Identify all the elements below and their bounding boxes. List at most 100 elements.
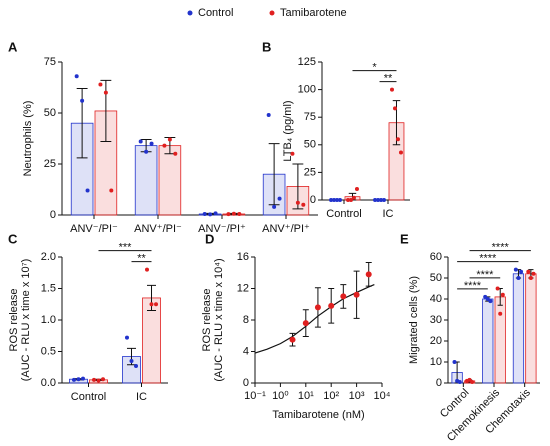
y-tick-label: 50 [430,272,442,284]
data-point [266,113,271,118]
data-point [376,198,381,202]
bar [525,273,537,384]
panel-letter: B [262,39,271,54]
data-point [531,271,536,276]
data-point [202,211,207,216]
data-point [354,186,359,191]
legend-label: Tamibarotene [280,7,347,19]
data-point [149,302,154,307]
y-tick-label: 125 [298,56,316,68]
bar [512,273,525,384]
data-point [470,379,475,384]
panel-letter: A [8,39,18,54]
data-point [109,188,114,193]
data-point [133,363,138,368]
bar [134,145,158,216]
significance-label: **** [479,253,497,265]
y-tick-label: 50 [304,139,316,151]
data-point [129,358,134,363]
data-point [277,196,282,201]
significance-label: **** [464,280,482,292]
data-point [398,150,403,155]
data-point [295,200,300,205]
significance-label: ** [384,73,393,85]
data-point [335,198,340,202]
error-bar [268,143,280,206]
data-point [302,320,309,327]
panel-letter: C [8,231,18,246]
y-tick-label: 20 [430,335,442,347]
data-point [80,98,85,103]
y-tick-label: 1.0 [41,314,56,326]
x-tick-label: ANV⁻/PI⁺ [198,223,246,235]
data-point [237,211,242,216]
y-axis-label: (AUC - RLU x time x 10⁷) [20,259,32,382]
data-point [495,286,500,291]
data-point [338,198,343,202]
data-point [80,376,85,381]
data-point [382,198,387,202]
data-point [124,335,129,340]
y-tick-label: 50 [44,107,56,119]
bar [494,296,506,384]
data-point [329,198,334,202]
data-point [103,90,108,95]
legend-swatch [269,10,275,16]
data-point [516,276,521,280]
data-point [74,74,79,79]
y-tick-label: 0 [243,377,249,389]
x-tick-label: ANV⁻/PI⁻ [70,223,118,235]
x-tick-label: IC [136,391,147,403]
legend-swatch [187,10,193,16]
data-point [272,204,277,209]
data-point [71,377,76,382]
data-point [328,302,335,309]
y-tick-label: 10 [430,356,442,368]
data-point [500,292,505,297]
significance-label: **** [476,269,494,281]
data-point [145,267,150,272]
y-tick-label: 0.5 [41,345,56,357]
y-tick-label: 40 [430,293,442,305]
x-tick-label: 10⁻¹ [244,390,266,402]
data-point [526,269,531,274]
x-tick-label: Control [326,208,361,220]
data-point [528,276,533,280]
data-point [373,198,378,202]
data-point [513,267,518,272]
x-tick-label: 10⁴ [374,390,391,402]
x-tick-label: ANV⁺/PI⁻ [134,223,182,235]
y-tick-label: 60 [430,251,442,263]
data-point [332,198,337,202]
legend-label: Control [198,7,233,19]
y-tick-label: 25 [44,158,56,170]
panel-letter: E [400,231,409,246]
y-tick-label: 100 [298,84,316,96]
y-axis-label: ROS release [8,289,20,352]
y-tick-label: 1.5 [41,282,56,294]
y-tick-label: 8 [243,314,249,326]
significance-label: **** [492,242,510,254]
y-tick-label: 30 [430,314,442,326]
data-point [290,151,295,156]
y-tick-label: 0 [50,209,56,221]
data-point [353,291,360,298]
y-tick-label: 75 [304,111,316,123]
data-point [226,212,231,217]
data-point [101,377,106,382]
y-tick-label: 12 [237,282,249,294]
x-axis-label: Tamibarotene (nM) [272,409,364,421]
data-point [340,293,347,300]
data-point [208,212,213,217]
y-axis-label: (AUC - RLU x time x 10⁴) [213,258,225,381]
data-point [379,198,384,202]
data-point [452,360,457,364]
y-tick-label: 2.0 [41,251,56,263]
data-point [162,143,167,148]
x-tick-label: 10³ [349,390,365,402]
bar [482,298,494,384]
x-tick-label: ANV⁺/PI⁺ [262,223,310,235]
y-axis-label: LTB₄ (pg/ml) [282,100,294,161]
data-point [96,378,101,383]
y-axis-label: ROS release [201,289,213,352]
